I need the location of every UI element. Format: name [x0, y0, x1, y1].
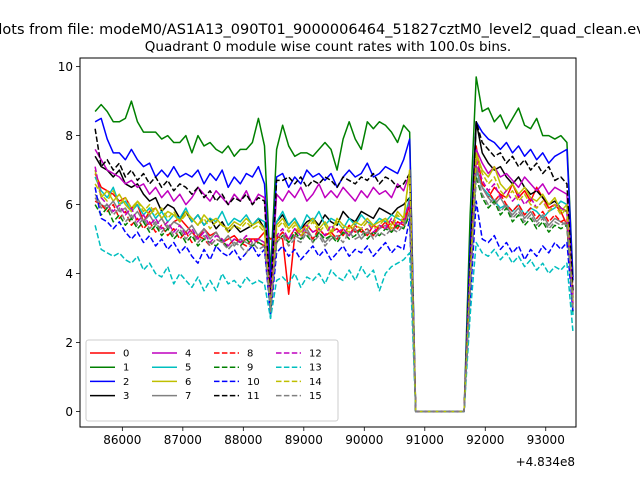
- x-tick-label: 88000: [224, 433, 262, 447]
- legend-label-2: 2: [123, 377, 129, 388]
- series-line-8: [94, 158, 574, 413]
- x-tick-label: 86000: [103, 433, 141, 447]
- x-tick-label: 89000: [285, 433, 323, 447]
- legend-label-8: 8: [247, 349, 253, 360]
- plot-lines: [94, 76, 574, 413]
- series-line-11: [94, 121, 574, 413]
- legend-label-4: 4: [185, 349, 191, 360]
- y-tick-label: 8: [65, 129, 73, 143]
- y-tick-label: 6: [65, 198, 73, 212]
- x-offset-label: +4.834e8: [516, 455, 575, 469]
- y-axis: 0 2 4 6 8 10: [58, 60, 80, 419]
- legend-label-5: 5: [185, 363, 191, 374]
- legend-label-7: 7: [185, 391, 191, 402]
- legend-label-0: 0: [123, 349, 129, 360]
- series-line-12: [94, 158, 574, 413]
- y-tick-label: 10: [58, 60, 73, 74]
- legend-label-9: 9: [247, 363, 253, 374]
- plot-frame: [79, 57, 577, 428]
- x-tick-label: 93000: [527, 433, 565, 447]
- series-line-1: [94, 76, 574, 413]
- figure-suptitle: Plots from file: modeM0/AS1A13_090T01_90…: [0, 22, 640, 38]
- legend-label-11: 11: [247, 391, 260, 402]
- y-tick-label: 2: [65, 336, 73, 350]
- x-axis: 86000 87000 88000 89000 90000 91000 92000 93000: [103, 427, 565, 447]
- x-tick-label: 91000: [406, 433, 444, 447]
- series-line-14: [94, 155, 574, 413]
- legend-label-3: 3: [123, 391, 129, 402]
- y-tick-label: 4: [65, 267, 73, 281]
- legend-label-13: 13: [309, 363, 322, 374]
- series-line-6: [94, 152, 574, 413]
- series-line-2: [94, 117, 574, 413]
- legend-label-15: 15: [309, 391, 322, 402]
- legend-label-1: 1: [123, 363, 129, 374]
- series-line-13: [94, 225, 574, 413]
- x-tick-label: 92000: [466, 433, 504, 447]
- x-tick-label: 87000: [164, 433, 202, 447]
- series-line-4: [94, 148, 574, 413]
- legend-label-12: 12: [309, 349, 322, 360]
- series-line-10: [94, 187, 574, 413]
- legend-label-14: 14: [309, 377, 322, 388]
- y-tick-label: 0: [65, 405, 73, 419]
- x-tick-label: 90000: [345, 433, 383, 447]
- axes-title: Quadrant 0 module wise count rates with …: [145, 39, 511, 55]
- legend-label-6: 6: [185, 377, 191, 388]
- legend-box: [85, 339, 339, 422]
- legend-label-10: 10: [247, 377, 260, 388]
- series-line-15: [94, 172, 574, 413]
